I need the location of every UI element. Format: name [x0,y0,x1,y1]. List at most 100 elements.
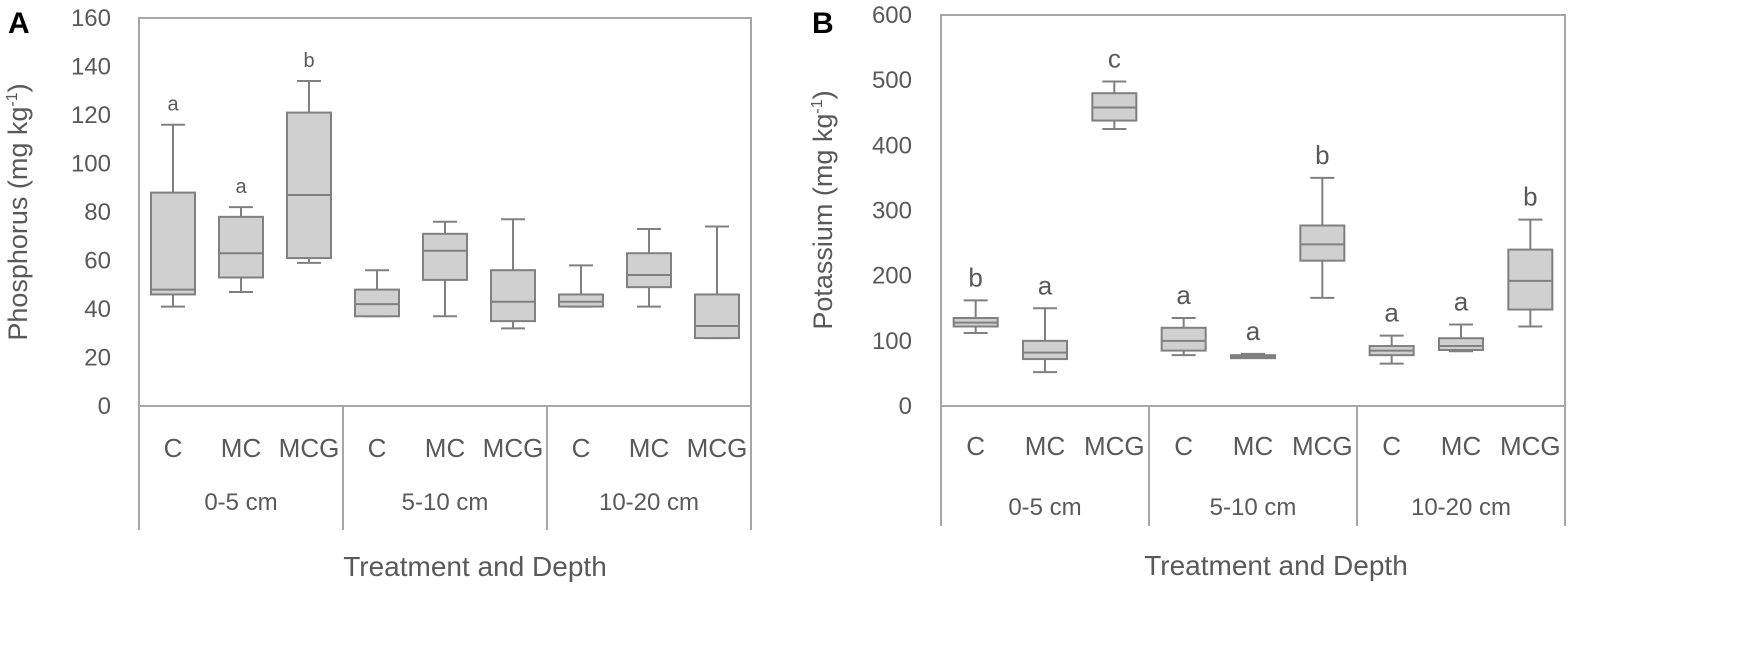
x-category-label: MC [1025,431,1065,461]
panel-label: A [8,7,30,40]
x-category-label: MC [1233,431,1273,461]
y-axis-title-end: ) [3,83,33,92]
box-plot: b [286,50,332,264]
box-plot: a [1022,270,1068,374]
x-category-label: MCG [483,433,544,463]
box-plot: a [150,94,196,308]
iqr-box [558,293,604,308]
box-plot: b [1299,140,1346,299]
y-tick-label: 40 [84,296,111,323]
y-tick-label: 100 [872,328,912,355]
y-axis-title-main: Phosphorus (mg kg [3,107,33,341]
box-plot: c [1091,43,1138,131]
y-axis-title-superscript: -1 [809,99,826,113]
iqr-box [1022,339,1068,361]
y-tick-label: 120 [71,102,111,129]
iqr-box [422,232,468,281]
y-axis-title-main: Potassium (mg kg [808,114,838,330]
x-category-label: C [368,433,387,463]
significance-letter: a [1454,287,1469,317]
significance-letter: b [968,262,982,292]
y-tick-label: 60 [84,248,111,275]
x-group-label: 10-20 cm [1411,494,1511,521]
box-plot: b [1507,182,1554,328]
box-plot: a [1438,287,1484,353]
y-tick-label: 100 [71,151,111,178]
box-plot [354,269,400,318]
x-category-label: MCG [1084,431,1145,461]
y-tick-label: 80 [84,199,111,226]
significance-letter: b [1523,182,1537,212]
significance-letter: a [167,94,179,116]
x-category-label: MCG [1500,431,1561,461]
box-plot: a [1160,280,1207,357]
significance-letter: a [235,176,247,198]
panel-label: B [812,7,834,40]
box-plot [422,220,468,318]
x-category-label: MC [629,433,669,463]
iqr-box [354,288,400,318]
x-group-label: 0-5 cm [204,489,277,516]
significance-letter: a [1038,270,1053,300]
y-tick-label: 200 [872,263,912,290]
y-axis-title: Potassium (mg kg-1) [808,90,838,329]
x-category-label: MC [221,433,261,463]
y-axis-title: Phosphorus (mg kg-1) [3,83,33,340]
box-plot [558,264,604,308]
x-category-label: C [164,433,183,463]
plot-area [940,14,1566,407]
box-plot: a [1368,298,1415,365]
x-category-label: C [1174,431,1193,461]
iqr-box [1299,224,1346,262]
x-group-label: 0-5 cm [1008,494,1081,521]
x-category-label: C [1382,431,1401,461]
x-group-label: 10-20 cm [599,489,699,516]
significance-letter: a [1176,280,1191,310]
significance-letter: b [1315,140,1329,170]
x-category-label: C [966,431,985,461]
significance-letter: c [1108,43,1121,73]
y-axis-title-superscript: -1 [4,92,21,106]
significance-letter: a [1246,316,1261,346]
iqr-box [150,191,196,296]
x-category-label: C [572,433,591,463]
iqr-box [1160,326,1207,352]
plot-area [138,17,752,407]
box-plot: a [218,176,264,294]
iqr-box [1507,248,1554,311]
x-category-label: MCG [1292,431,1353,461]
y-tick-label: 600 [872,2,912,29]
x-group-label: 5-10 cm [402,489,489,516]
y-tick-label: 20 [84,345,111,372]
significance-letter: b [303,50,314,72]
y-tick-label: 0 [899,393,912,420]
x-group-label: 5-10 cm [1210,494,1297,521]
x-category-label: MC [1441,431,1481,461]
x-axis-title: Treatment and Depth [343,551,607,582]
box-plot [490,218,536,330]
iqr-box [626,252,672,289]
box-plot [694,225,740,340]
significance-letter: a [1384,298,1399,328]
panel-b: B 0 100 200 300 400 500 600 C MC MCG C MC MCG C MC MCG 0-… [808,2,1566,581]
iqr-box [1438,337,1484,351]
iqr-box [694,293,740,340]
y-tick-label: 500 [872,67,912,94]
y-axis-title-end: ) [808,90,838,99]
y-tick-label: 400 [872,132,912,159]
box-plot [626,227,672,308]
box-plot: a [1230,316,1276,360]
x-axis-title: Treatment and Depth [1144,550,1408,581]
iqr-box [218,215,264,279]
box-plot: b [952,262,999,335]
y-tick-label: 140 [71,54,111,81]
panel-a: A 0 20 40 60 80 100 120 140 160 C MC MCG C MC MCG C MC MCG… [3,5,752,582]
iqr-box [490,269,536,323]
y-tick-label: 0 [98,393,111,420]
y-tick-label: 300 [872,198,912,225]
x-category-label: MC [425,433,465,463]
iqr-box [286,111,332,260]
y-tick-label: 160 [71,5,111,32]
x-category-label: MCG [279,433,340,463]
